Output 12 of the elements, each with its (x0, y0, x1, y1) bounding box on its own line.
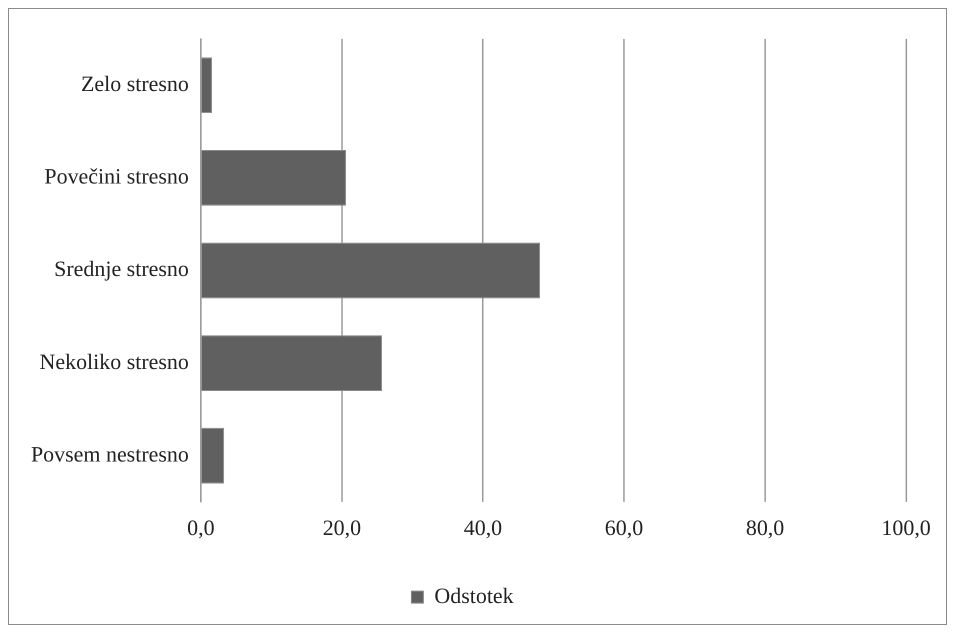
y-tick-label: Nekoliko stresno (40, 348, 189, 374)
x-tick-label: 0,0 (187, 514, 215, 540)
x-tick-label: 100,0 (881, 514, 931, 540)
x-tick-label: 80,0 (746, 514, 784, 540)
x-tick-label: 20,0 (322, 514, 362, 540)
x-tick-label: 60,0 (604, 514, 644, 540)
legend-label: Odstotek (434, 582, 514, 608)
y-tick-label: Srednje stresno (54, 256, 189, 282)
y-tick-label: Povsem nestresno (30, 441, 189, 466)
x-tick-label: 40,0 (464, 514, 502, 540)
y-tick-label: Zelo stresno (80, 70, 189, 96)
y-tick-label: Povečini stresno (44, 164, 189, 189)
